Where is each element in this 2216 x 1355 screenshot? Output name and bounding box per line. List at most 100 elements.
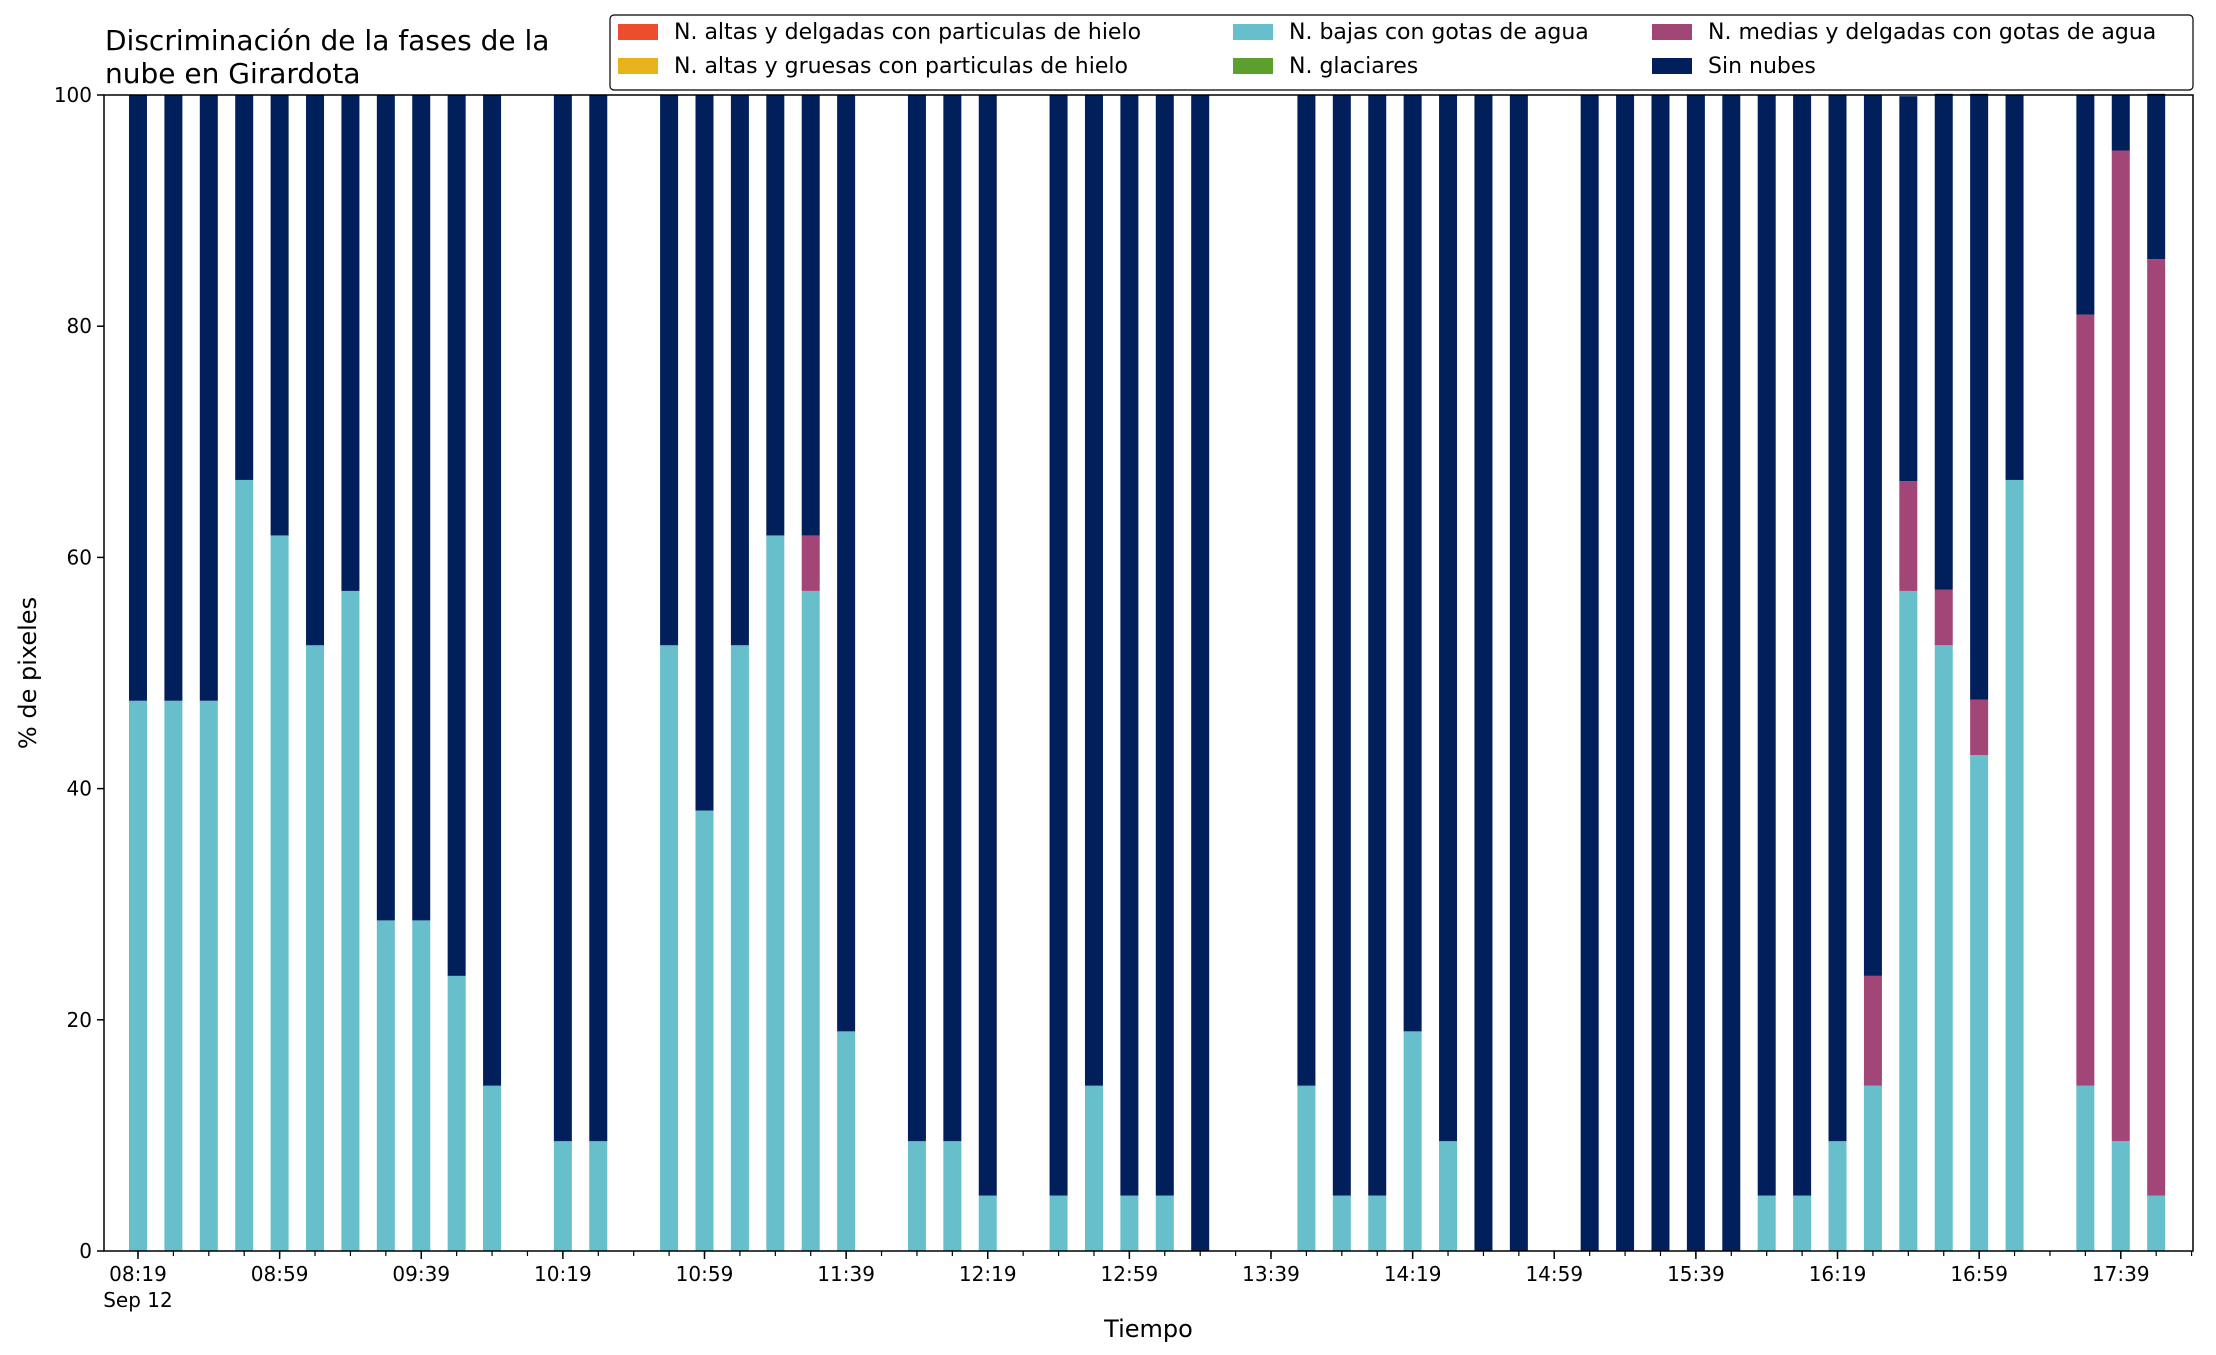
- bar-segment-bajas-13:09: [1155, 1195, 1174, 1251]
- y-axis-title: % de pixeles: [14, 597, 42, 749]
- bar-segment-medias-11:29: [801, 535, 820, 591]
- bar-segment-bajas-16:59: [1970, 755, 1989, 1251]
- bar-segment-sin_nubes-09:59: [483, 95, 502, 1086]
- bar-segment-sin_nubes-17:09: [2005, 95, 2024, 480]
- bar-segment-bajas-08:29: [164, 700, 183, 1251]
- bar-segment-bajas-12:59: [1120, 1195, 1139, 1251]
- bar-segment-sin_nubes-13:09: [1155, 95, 1174, 1196]
- bar-segment-bajas-09:49: [447, 975, 466, 1251]
- bar-segment-bajas-14:29: [1439, 1141, 1458, 1251]
- bar-segment-bajas-16:09: [1793, 1195, 1812, 1251]
- bar-segment-medias-16:59: [1970, 699, 1989, 756]
- bar-segment-sin_nubes-11:29: [801, 95, 820, 536]
- bar-segment-bajas-11:59: [907, 1141, 926, 1251]
- bar-segment-sin_nubes-12:39: [1049, 95, 1068, 1196]
- x-tick-label-15:39: 15:39: [1667, 1262, 1725, 1286]
- bar-segment-sin_nubes-16:09: [1793, 95, 1812, 1196]
- bar-segment-bajas-12:39: [1049, 1195, 1068, 1251]
- bar-segment-sin_nubes-13:19: [1191, 95, 1210, 1251]
- legend-label-bajas: N. bajas con gotas de agua: [1289, 20, 1589, 45]
- bar-segment-bajas-08:19: [128, 700, 147, 1251]
- x-tick-label-16:19: 16:19: [1809, 1262, 1867, 1286]
- bar-segment-sin_nubes-15:39: [1686, 95, 1705, 1251]
- bar-segment-sin_nubes-12:09: [943, 95, 962, 1142]
- x-tick-label-17:39: 17:39: [2092, 1262, 2150, 1286]
- bar-segment-bajas-14:09: [1368, 1195, 1387, 1251]
- y-tick-label-0: 0: [79, 1239, 92, 1263]
- x-axis: Sep 12 08:19 08:59 09:39 10:19 10:59 11:39 12:…: [103, 1251, 2193, 1312]
- x-tick-label-14:19: 14:19: [1384, 1262, 1442, 1286]
- legend-label-glaciares: N. glaciares: [1289, 54, 1418, 79]
- bar-segment-bajas-11:19: [766, 535, 785, 1251]
- bar-segment-bajas-09:39: [412, 920, 431, 1251]
- x-tick-label-11:39: 11:39: [817, 1262, 875, 1286]
- bar-segment-bajas-12:49: [1084, 1085, 1103, 1251]
- bar-segment-bajas-17:39: [2111, 1141, 2130, 1251]
- bar-segment-sin_nubes-09:19: [341, 95, 360, 591]
- bar-segment-sin_nubes-14:19: [1403, 95, 1422, 1032]
- bar-segment-bajas-14:19: [1403, 1031, 1422, 1251]
- bar-segment-sin_nubes-15:29: [1651, 95, 1670, 1251]
- bar-segment-bajas-09:19: [341, 590, 360, 1251]
- bar-segment-medias-17:39: [2111, 150, 2130, 1142]
- y-tick-label-20: 20: [67, 1008, 92, 1032]
- bar-segment-sin_nubes-13:59: [1332, 95, 1351, 1196]
- bar-segment-sin_nubes-09:29: [376, 95, 395, 921]
- bar-segment-sin_nubes-08:19: [128, 95, 147, 701]
- bar-segment-sin_nubes-12:19: [978, 95, 997, 1196]
- bar-segment-sin_nubes-16:19: [1828, 95, 1847, 1142]
- bar-segment-bajas-17:49: [2147, 1195, 2166, 1251]
- x-tick-label-09:39: 09:39: [392, 1262, 450, 1286]
- x-tick-label-08:19: 08:19: [109, 1262, 167, 1286]
- x-tick-label-10:19: 10:19: [534, 1262, 592, 1286]
- x-tick-label-08:59: 08:59: [251, 1262, 309, 1286]
- legend: N. altas y delgadas con particulas de hi…: [609, 14, 2194, 91]
- bar-segment-bajas-12:09: [943, 1141, 962, 1251]
- y-tick-label-40: 40: [67, 777, 92, 801]
- bar-segment-sin_nubes-15:59: [1757, 95, 1776, 1196]
- bar-segment-sin_nubes-11:59: [907, 95, 926, 1142]
- bar-segment-sin_nubes-13:49: [1297, 95, 1316, 1086]
- bar-segment-sin_nubes-10:19: [553, 95, 572, 1142]
- bar-segment-sin_nubes-08:49: [235, 95, 254, 480]
- x-tick-label-16:59: 16:59: [1950, 1262, 2008, 1286]
- bar-segment-sin_nubes-16:39: [1899, 96, 1918, 482]
- bar-segment-bajas-13:49: [1297, 1085, 1316, 1251]
- bar-segment-sin_nubes-15:19: [1616, 95, 1635, 1251]
- x-tick-label-12:19: 12:19: [959, 1262, 1017, 1286]
- legend-swatch-glaciares: [1233, 58, 1273, 74]
- x-axis-title: Tiempo: [1103, 1315, 1193, 1343]
- legend-label-medias: N. medias y delgadas con gotas de agua: [1708, 20, 2156, 45]
- bar-segment-bajas-16:49: [1934, 645, 1953, 1251]
- bar-segment-bajas-11:39: [837, 1031, 856, 1251]
- bar-segment-sin_nubes-15:09: [1580, 95, 1599, 1251]
- bar-segment-sin_nubes-14:39: [1474, 95, 1493, 1251]
- plot-frame: [103, 94, 2194, 1252]
- bar-segment-bajas-08:49: [235, 479, 254, 1251]
- bar-segment-medias-16:49: [1934, 589, 1953, 646]
- bar-segment-bajas-10:59: [695, 810, 714, 1251]
- bar-segment-sin_nubes-14:49: [1509, 95, 1528, 1251]
- bar-segment-medias-16:39: [1899, 481, 1918, 591]
- legend-swatch-altas_delgadas: [618, 24, 658, 40]
- y-tick-label-100: 100: [54, 83, 92, 107]
- legend-swatch-bajas: [1233, 24, 1273, 40]
- bar-segment-sin_nubes-16:59: [1970, 93, 1989, 700]
- bar-segment-bajas-11:29: [801, 590, 820, 1251]
- bar-segment-sin_nubes-11:19: [766, 95, 785, 536]
- chart-title-line-1: Discriminación de la fases de la: [105, 24, 549, 57]
- bar-segment-sin_nubes-16:29: [1863, 95, 1882, 976]
- bar-segment-sin_nubes-10:59: [695, 95, 714, 811]
- legend-label-altas_delgadas: N. altas y delgadas con particulas de hi…: [674, 20, 1141, 45]
- x-date-label: Sep 12: [103, 1288, 173, 1312]
- bar-segment-bajas-08:39: [199, 700, 218, 1251]
- x-tick-label-10:59: 10:59: [676, 1262, 734, 1286]
- chart-title: Discriminación de la fases de la nube en…: [105, 24, 549, 90]
- legend-swatch-sin_nubes: [1652, 58, 1692, 74]
- y-tick-label-60: 60: [67, 545, 92, 569]
- y-axis: 0 20 40 60 80 100: [54, 83, 104, 1263]
- bar-segment-sin_nubes-09:09: [306, 95, 325, 646]
- bar-segment-bajas-09:09: [306, 645, 325, 1251]
- bar-segment-bajas-16:39: [1899, 590, 1918, 1251]
